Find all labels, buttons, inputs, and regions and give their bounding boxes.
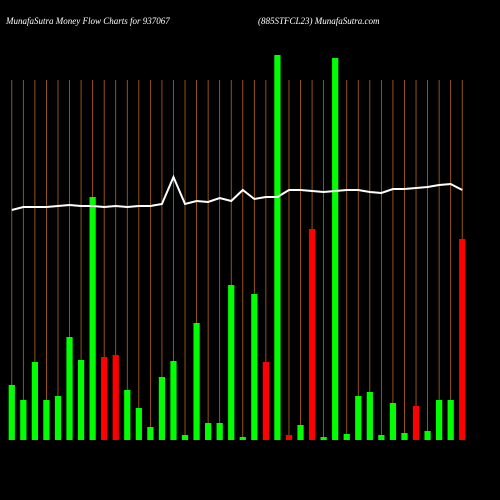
bar	[436, 400, 443, 440]
bar	[401, 433, 408, 440]
bar	[320, 437, 327, 440]
bar	[124, 390, 131, 440]
bar	[308, 229, 316, 440]
bar	[43, 400, 50, 440]
bar	[378, 435, 385, 440]
bar	[355, 396, 362, 440]
bar	[366, 392, 373, 440]
bar	[343, 434, 350, 440]
bar	[54, 396, 62, 440]
bar	[135, 408, 142, 440]
bar	[251, 294, 258, 440]
money-flow-line	[11, 174, 463, 211]
bar	[89, 197, 96, 440]
chart-subtitle: (885STFCL23) MunafaSutra.com	[258, 16, 380, 26]
bar	[77, 360, 85, 440]
bar	[459, 239, 466, 440]
bar	[228, 285, 235, 440]
bar	[332, 58, 339, 440]
bar	[424, 431, 431, 440]
bar	[412, 406, 420, 440]
bar	[101, 357, 108, 440]
bar	[193, 323, 200, 440]
bar	[31, 362, 38, 440]
chart-title: MunafaSutra Money Flow Charts for 937067	[5, 16, 170, 26]
bar	[112, 355, 119, 440]
bar	[274, 55, 281, 440]
bar	[297, 425, 304, 440]
bar	[8, 385, 15, 440]
bar	[262, 362, 269, 440]
bar	[239, 437, 246, 440]
bar	[170, 361, 177, 440]
bar	[181, 435, 189, 440]
bar	[20, 400, 27, 440]
bar	[66, 337, 73, 440]
bar	[147, 427, 154, 440]
bar	[158, 377, 166, 440]
bar	[205, 423, 212, 440]
bar	[447, 400, 454, 440]
bar	[389, 403, 397, 440]
bar	[285, 435, 293, 440]
bar	[216, 423, 223, 440]
